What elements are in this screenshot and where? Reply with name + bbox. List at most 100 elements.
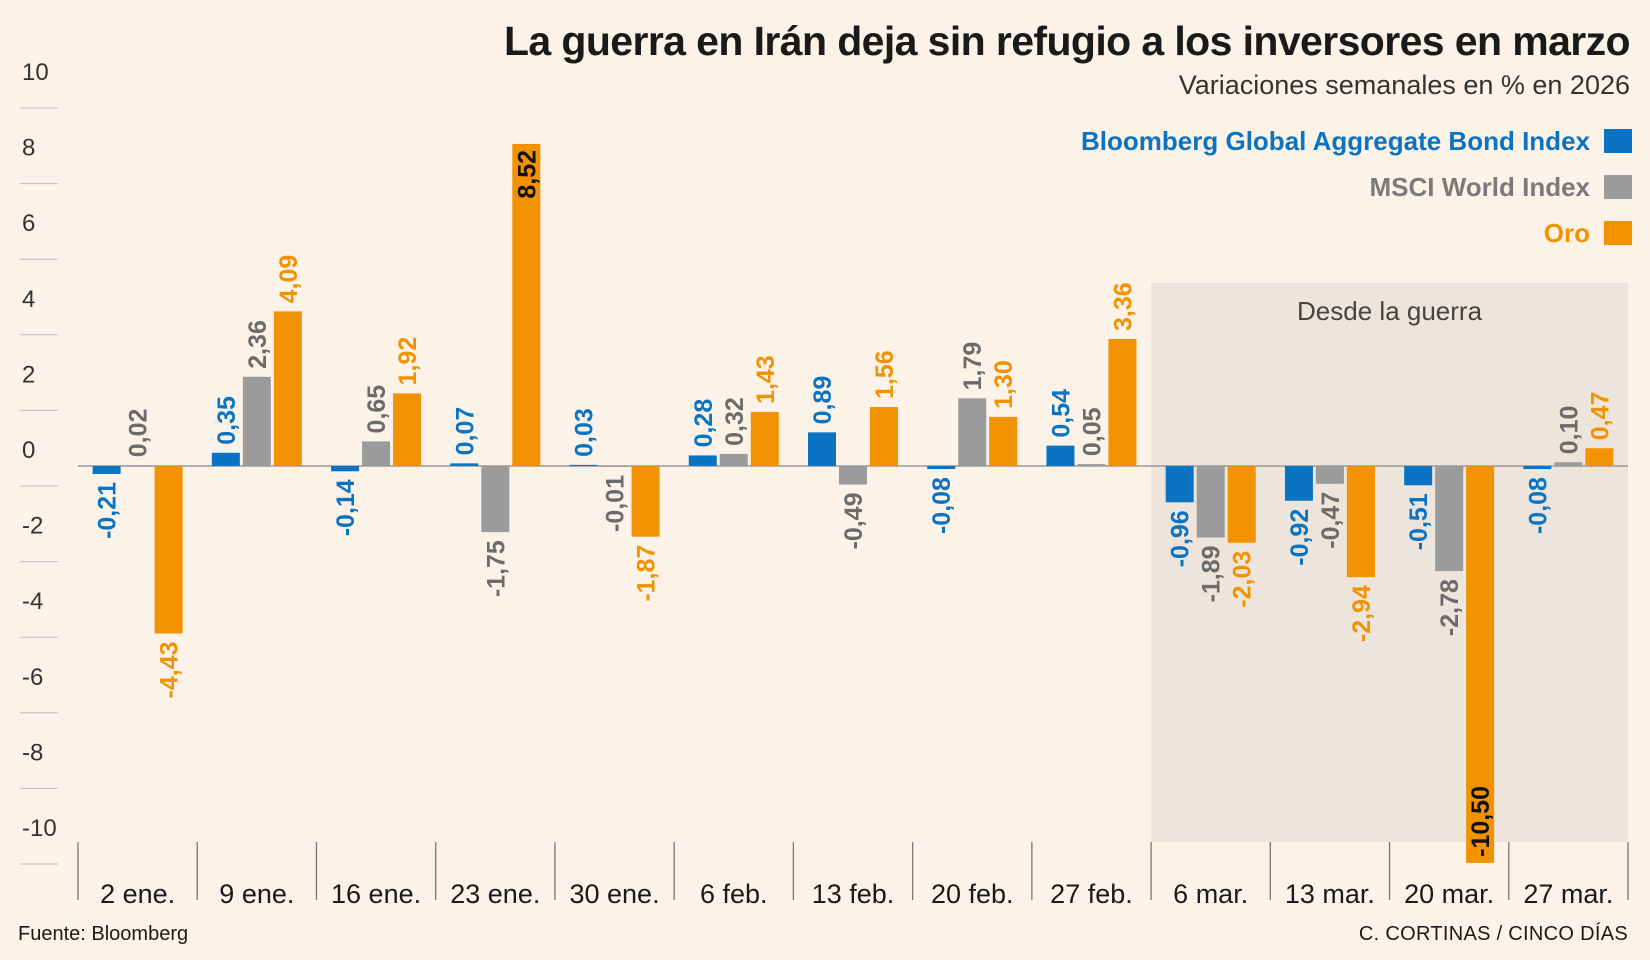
legend-item-msci: MSCI World Index	[1369, 164, 1632, 210]
x-tick-label: 6 feb.	[700, 879, 768, 909]
value-label-msci: 0,10	[1555, 406, 1583, 455]
value-label-bond: -0,92	[1286, 509, 1314, 566]
bar-bond	[688, 455, 717, 466]
bar-msci	[839, 466, 867, 485]
y-tick-label: -4	[22, 588, 43, 615]
bar-gold	[989, 416, 1018, 466]
value-label-bond: 0,07	[451, 407, 479, 456]
legend-label-bond: Bloomberg Global Aggregate Bond Index	[1081, 125, 1590, 156]
y-tick-label: 4	[22, 286, 35, 313]
y-tick-label: 2	[22, 361, 35, 388]
value-label-bond: 0,28	[690, 399, 718, 448]
legend-label-gold: Oro	[1543, 217, 1590, 248]
legend-label-msci: MSCI World Index	[1369, 171, 1590, 202]
bar-gold	[1227, 466, 1256, 543]
bar-bond	[1523, 466, 1552, 470]
x-tick-label: 23 ene.	[450, 879, 540, 909]
bar-gold	[512, 143, 541, 466]
value-label-msci: 0,65	[363, 385, 391, 434]
bar-msci	[362, 441, 391, 466]
legend-swatch-gold	[1604, 221, 1632, 245]
bar-bond	[569, 464, 598, 466]
value-label-msci: -0,47	[1317, 492, 1345, 549]
bar-msci	[958, 398, 987, 466]
value-label-bond: -0,08	[1524, 477, 1552, 534]
value-label-bond: -0,96	[1167, 510, 1195, 567]
value-label-bond: -0,51	[1405, 493, 1433, 550]
legend-item-bond: Bloomberg Global Aggregate Bond Index	[1081, 118, 1632, 164]
legend-item-gold: Oro	[1544, 210, 1632, 256]
bar-gold	[393, 393, 422, 466]
value-label-gold: 3,36	[1109, 282, 1137, 331]
value-label-gold: -4,43	[156, 641, 184, 698]
bar-msci	[242, 376, 271, 466]
bar-gold	[1108, 338, 1137, 466]
value-label-bond: -0,21	[94, 482, 122, 539]
value-label-msci: 0,05	[1078, 407, 1106, 456]
x-tick-label: 20 mar.	[1404, 879, 1494, 909]
bar-bond	[808, 432, 836, 466]
value-label-gold: 8,52	[513, 150, 541, 199]
x-tick-label: 16 ene.	[331, 879, 421, 909]
bar-msci	[600, 466, 629, 467]
value-label-gold: -10,50	[1467, 786, 1495, 857]
bar-msci	[481, 466, 510, 533]
bar-bond	[1165, 466, 1194, 503]
value-label-bond: -0,14	[332, 479, 360, 536]
x-tick-label: 9 ene.	[219, 879, 294, 909]
legend-swatch-bond	[1604, 129, 1632, 153]
chart-subtitle: Variaciones semanales en % en 2026	[1178, 70, 1630, 100]
bar-msci	[719, 453, 748, 466]
bar-bond	[211, 452, 240, 466]
value-label-msci: 0,32	[721, 397, 749, 446]
value-label-msci: 2,36	[244, 320, 272, 369]
bar-gold	[154, 466, 183, 634]
value-label-gold: 4,09	[275, 255, 303, 304]
bar-gold	[1466, 466, 1495, 863]
bar-bond	[450, 463, 479, 466]
y-tick-label: -2	[22, 513, 43, 540]
value-label-gold: 1,92	[394, 337, 422, 386]
credit-note: C. CORTINAS / CINCO DÍAS	[1358, 923, 1628, 945]
x-tick-label: 13 mar.	[1285, 879, 1375, 909]
bar-bond	[92, 466, 121, 474]
value-label-msci: 1,79	[959, 342, 987, 391]
value-label-gold: 1,30	[990, 360, 1018, 409]
y-tick-label: 6	[22, 210, 35, 237]
bar-msci	[1315, 466, 1344, 484]
source-note: Fuente: Bloomberg	[18, 923, 189, 945]
bar-bond	[927, 466, 956, 470]
bar-bond	[1404, 466, 1433, 486]
value-label-gold: 0,47	[1586, 392, 1614, 441]
value-label-bond: 0,89	[809, 376, 837, 425]
bar-bond	[1046, 445, 1075, 466]
bar-gold	[870, 407, 898, 466]
value-label-bond: 0,35	[213, 396, 241, 445]
legend: Bloomberg Global Aggregate Bond Index MS…	[1081, 118, 1632, 256]
war-period-label: Desde la guerra	[1297, 296, 1483, 326]
chart-title: La guerra en Irán deja sin refugio a los…	[503, 18, 1631, 64]
value-label-msci: -2,78	[1436, 579, 1464, 636]
bar-msci	[1196, 466, 1225, 538]
x-tick-label: 20 feb.	[931, 879, 1014, 909]
value-label-gold: 1,56	[871, 350, 899, 399]
bar-gold	[1346, 466, 1375, 578]
value-label-gold: -2,03	[1229, 551, 1257, 608]
legend-swatch-msci	[1604, 175, 1632, 199]
bar-msci	[1077, 464, 1106, 466]
x-tick-label: 27 mar.	[1523, 879, 1613, 909]
value-label-bond: -0,08	[928, 477, 956, 534]
bar-gold	[631, 466, 660, 537]
value-label-msci: -1,75	[482, 540, 510, 597]
bar-msci	[1435, 466, 1464, 572]
bar-msci	[1554, 462, 1583, 466]
value-label-gold: 1,43	[752, 355, 780, 404]
y-tick-label: 10	[22, 59, 49, 86]
x-tick-label: 30 ene.	[569, 879, 659, 909]
x-tick-label: 13 feb.	[812, 879, 895, 909]
y-tick-label: -8	[22, 739, 43, 766]
value-label-msci: -0,01	[602, 475, 630, 532]
value-label-msci: -0,49	[840, 493, 868, 550]
value-label-msci: -1,89	[1198, 545, 1226, 602]
